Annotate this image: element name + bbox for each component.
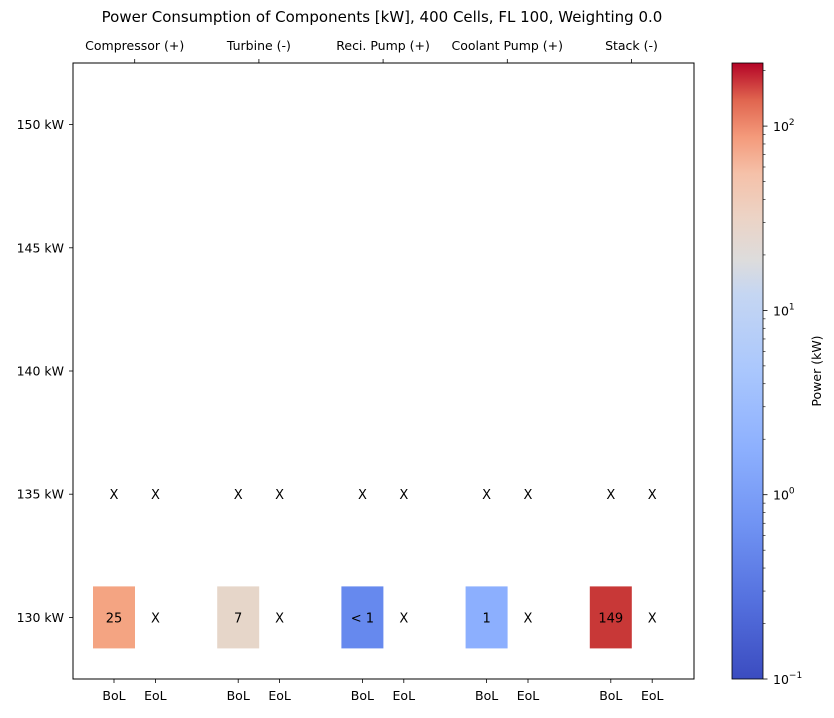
- cell-missing-label: X: [275, 611, 284, 626]
- colorbar-tick-label: 10−1: [773, 671, 802, 687]
- x-tick-label: EoL: [268, 688, 291, 703]
- heatmap-cell: [93, 586, 135, 649]
- cell-missing-label: X: [524, 488, 533, 503]
- y-tick-label: 135 kW: [17, 487, 64, 502]
- chart-title: Power Consumption of Components [kW], 40…: [102, 8, 663, 26]
- heatmap-cell: [589, 586, 632, 649]
- group-label: Turbine (-): [226, 38, 291, 53]
- heatmap-cell: [217, 586, 260, 649]
- colorbar-label: Power (kW): [809, 335, 824, 406]
- cell-missing-label: X: [606, 488, 615, 503]
- colorbar: [731, 62, 764, 680]
- plot-frame: [72, 62, 695, 680]
- cell-value-label: 1: [482, 611, 490, 626]
- x-tick-label: BoL: [102, 688, 125, 703]
- cell-missing-label: X: [399, 611, 408, 626]
- cell-missing-label: X: [399, 488, 408, 503]
- cell-value-label: 149: [598, 611, 623, 626]
- cell-value-label: 7: [234, 611, 242, 626]
- x-tick-label: BoL: [475, 688, 498, 703]
- cell-missing-label: X: [151, 611, 160, 626]
- cell-missing-label: X: [482, 488, 491, 503]
- cell-missing-label: X: [234, 488, 243, 503]
- group-label: Coolant Pump (+): [452, 38, 564, 53]
- x-tick-label: BoL: [599, 688, 622, 703]
- group-label: Compressor (+): [85, 38, 184, 53]
- colorbar-tick-label: 101: [773, 302, 795, 318]
- cell-missing-label: X: [110, 488, 119, 503]
- cell-value-label: 25: [106, 611, 123, 626]
- heatmap-cell: [465, 586, 508, 649]
- y-tick-label: 140 kW: [17, 364, 64, 379]
- x-tick-label: EoL: [641, 688, 664, 703]
- group-label: Stack (-): [605, 38, 658, 53]
- cell-missing-label: X: [648, 488, 657, 503]
- colorbar-tick-label: 102: [773, 118, 795, 134]
- colorbar-tick-label: 100: [773, 487, 795, 503]
- x-tick-label: EoL: [393, 688, 416, 703]
- group-label: Reci. Pump (+): [336, 38, 430, 53]
- x-tick-label: BoL: [351, 688, 374, 703]
- cell-missing-label: X: [151, 488, 160, 503]
- cell-value-label: < 1: [351, 611, 374, 626]
- heatmap-cell: [341, 586, 384, 649]
- x-tick-label: BoL: [227, 688, 250, 703]
- x-tick-label: EoL: [517, 688, 540, 703]
- y-tick-label: 150 kW: [17, 117, 64, 132]
- cell-missing-label: X: [358, 488, 367, 503]
- y-tick-label: 145 kW: [17, 240, 64, 255]
- cell-missing-label: X: [524, 611, 533, 626]
- cell-missing-label: X: [275, 488, 284, 503]
- cell-missing-label: X: [648, 611, 657, 626]
- y-tick-label: 130 kW: [17, 610, 64, 625]
- x-tick-label: EoL: [144, 688, 167, 703]
